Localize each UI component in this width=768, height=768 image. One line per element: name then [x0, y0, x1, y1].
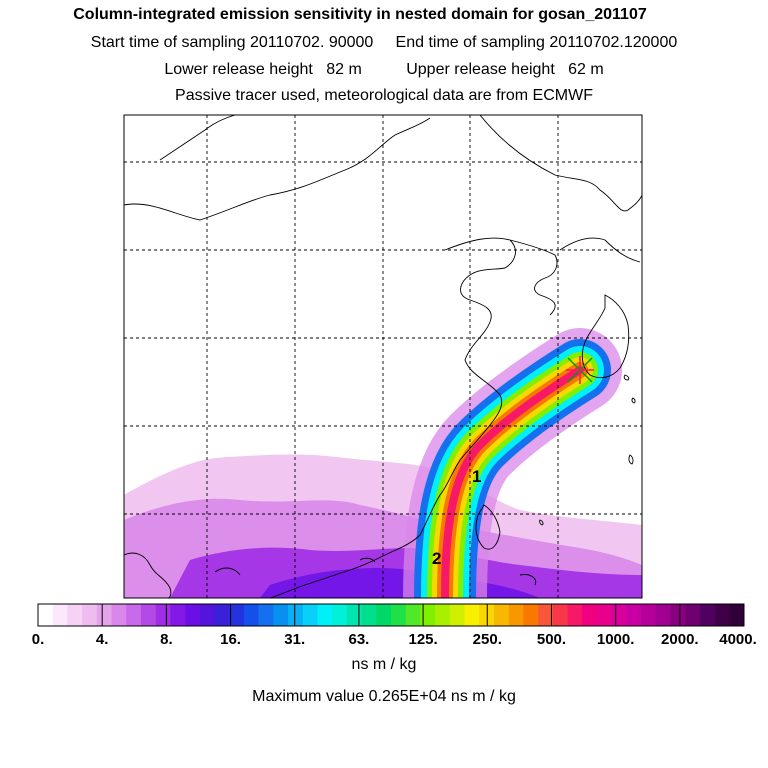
color-bar-swatch [199, 604, 215, 626]
color-bar-swatch [288, 604, 304, 626]
color-bar-tick-label: 250. [472, 631, 502, 648]
color-bar-swatch [729, 604, 745, 626]
color-bar-swatch [140, 604, 156, 626]
color-bar-swatch [214, 604, 230, 626]
release-height-line: Lower release height 82 m Upper release … [164, 61, 604, 78]
color-bar-tick-label: 2000. [661, 631, 699, 648]
color-bar-swatch [508, 604, 524, 626]
color-bar-swatch [641, 604, 657, 626]
color-bar [37, 603, 745, 627]
plume-label-day-2: 2 [432, 549, 441, 568]
color-bar-swatch [699, 604, 715, 626]
color-bar-swatch [155, 604, 171, 626]
color-bar-swatch [229, 604, 245, 626]
color-bar-swatch [67, 604, 83, 626]
color-bar-swatch [170, 604, 186, 626]
star-marker [566, 356, 594, 384]
color-bar-swatch [655, 604, 671, 626]
color-bar-tick-label: 1000. [596, 631, 635, 648]
color-bar-swatch [96, 604, 112, 626]
color-bar-tick-label: 31. [284, 631, 306, 648]
color-bar-swatch [185, 604, 201, 626]
color-bar-swatch [376, 604, 392, 626]
color-bar-swatch [361, 604, 377, 626]
tracer-info-line: Passive tracer used, meteorological data… [175, 87, 593, 104]
color-bar-swatch [479, 604, 495, 626]
color-bar-swatch [523, 604, 539, 626]
color-bar-swatch [596, 604, 612, 626]
color-bar-swatch [464, 604, 480, 626]
plume-label-day-1: 1 [472, 467, 481, 486]
color-bar-swatch [626, 604, 642, 626]
plot-title: Column-integrated emission sensitivity i… [73, 6, 647, 23]
color-bar-swatch [38, 604, 54, 626]
color-bar-swatch [346, 604, 362, 626]
color-bar-swatch [332, 604, 348, 626]
color-bar-swatch [302, 604, 318, 626]
color-bar-units: ns m / kg [351, 656, 417, 673]
color-bar-swatch [670, 604, 686, 626]
color-bar-swatch [538, 604, 554, 626]
color-bar-swatch [82, 604, 98, 626]
color-bar-swatch [258, 604, 274, 626]
maximum-value-text: Maximum value 0.265E+04 ns m / kg [252, 688, 516, 705]
color-bar-swatch [273, 604, 289, 626]
color-bar-swatch [405, 604, 421, 626]
color-bar-swatch [449, 604, 465, 626]
color-bar-swatch [435, 604, 451, 626]
sampling-time-line: Start time of sampling 20110702. 90000 E… [90, 34, 678, 51]
color-bar-tick-label: 125. [408, 631, 438, 648]
color-bar-swatch [582, 604, 598, 626]
color-bar-tick-label: 63. [348, 631, 370, 648]
color-bar-tick-label: 500. [536, 631, 567, 648]
color-bar-swatch [52, 604, 68, 626]
color-bar-swatch [493, 604, 509, 626]
map-frame [123, 114, 643, 599]
color-bar-tick-label: 8. [160, 631, 173, 648]
grid-lines [124, 115, 642, 598]
color-bar-swatch [714, 604, 730, 626]
coastlines [124, 115, 642, 598]
color-bar-swatch [420, 604, 436, 626]
color-bar-swatch [111, 604, 127, 626]
plume-band-core [441, 366, 584, 598]
color-bar-tick-label: 16. [220, 631, 241, 648]
color-bar-swatch [126, 604, 142, 626]
color-bar-swatch [685, 604, 701, 626]
color-bar-swatch [552, 604, 568, 626]
color-bar-swatch [391, 604, 407, 626]
color-bar-swatch [243, 604, 259, 626]
color-bar-tick-label: 0. [31, 631, 45, 648]
color-bar-swatch [611, 604, 627, 626]
color-bar-swatch [317, 604, 333, 626]
color-bar-swatch [567, 604, 583, 626]
color-bar-tick-label: 4. [95, 631, 109, 648]
color-bar-border [37, 603, 745, 627]
color-bar-tick-label: 4000. [719, 631, 757, 648]
